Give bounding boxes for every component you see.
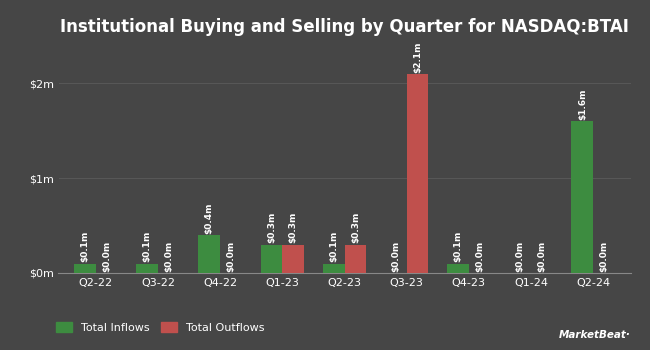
Bar bbox=[198, 235, 220, 273]
Bar bbox=[74, 264, 96, 273]
Text: $0.0m: $0.0m bbox=[475, 240, 484, 272]
Text: $0.3m: $0.3m bbox=[351, 212, 360, 243]
Text: $0.1m: $0.1m bbox=[81, 231, 90, 262]
Text: $2.1m: $2.1m bbox=[413, 41, 422, 72]
Text: $0.3m: $0.3m bbox=[267, 212, 276, 243]
Text: $0.0m: $0.0m bbox=[164, 240, 174, 272]
Bar bbox=[323, 264, 345, 273]
Text: $0.1m: $0.1m bbox=[454, 231, 462, 262]
Bar bbox=[571, 121, 593, 273]
Text: $0.0m: $0.0m bbox=[599, 240, 608, 272]
Text: $0.0m: $0.0m bbox=[538, 240, 547, 272]
Text: $0.0m: $0.0m bbox=[102, 240, 111, 272]
Text: $0.3m: $0.3m bbox=[289, 212, 298, 243]
Text: $0.1m: $0.1m bbox=[142, 231, 151, 262]
Bar bbox=[261, 245, 282, 273]
Bar bbox=[282, 245, 304, 273]
Text: $0.0m: $0.0m bbox=[391, 240, 400, 272]
Text: $0.4m: $0.4m bbox=[205, 202, 214, 234]
Bar bbox=[344, 245, 366, 273]
Bar bbox=[136, 264, 158, 273]
Bar bbox=[407, 74, 428, 273]
Title: Institutional Buying and Selling by Quarter for NASDAQ:BTAI: Institutional Buying and Selling by Quar… bbox=[60, 18, 629, 36]
Bar bbox=[447, 264, 469, 273]
Legend: Total Inflows, Total Outflows: Total Inflows, Total Outflows bbox=[51, 318, 269, 337]
Text: $0.0m: $0.0m bbox=[227, 240, 235, 272]
Text: $1.6m: $1.6m bbox=[578, 89, 587, 120]
Text: MarketBeat·: MarketBeat· bbox=[558, 329, 630, 340]
Text: $0.0m: $0.0m bbox=[515, 240, 525, 272]
Text: $0.1m: $0.1m bbox=[329, 231, 338, 262]
